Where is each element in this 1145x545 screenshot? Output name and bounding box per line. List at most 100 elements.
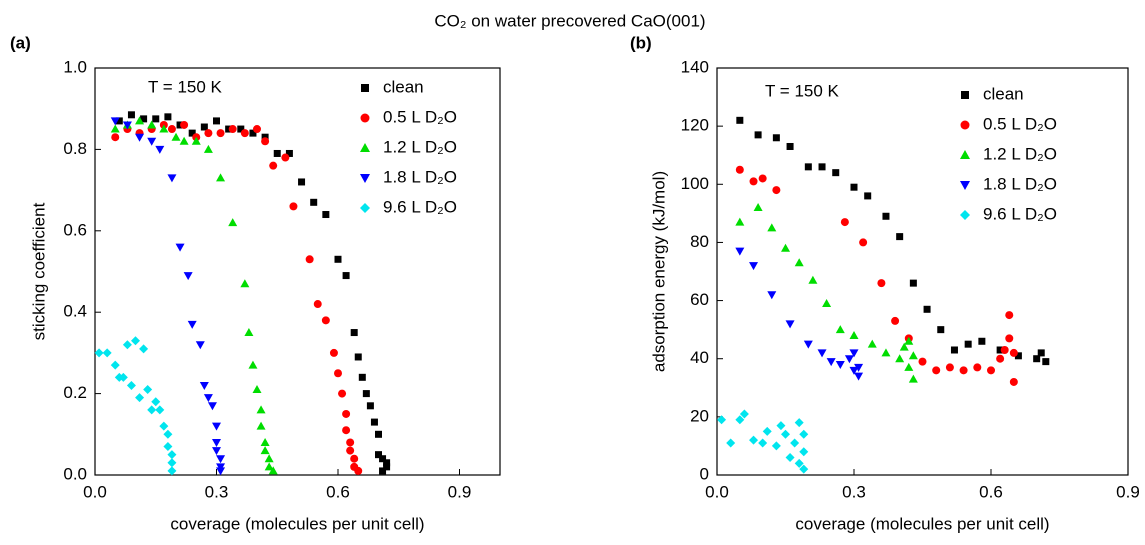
data-point xyxy=(155,405,165,415)
data-point xyxy=(908,374,918,383)
data-point xyxy=(973,363,982,372)
legend-marker xyxy=(360,174,370,183)
data-point xyxy=(799,429,809,439)
data-point xyxy=(127,111,135,119)
data-point xyxy=(167,125,176,134)
legend-marker xyxy=(360,143,370,152)
data-point xyxy=(772,186,781,195)
data-point xyxy=(321,316,330,325)
legend-marker xyxy=(360,113,370,123)
legend-label: clean xyxy=(983,84,1024,103)
data-point xyxy=(959,366,968,375)
data-point xyxy=(256,421,266,430)
panel-label: (b) xyxy=(630,33,652,52)
legend-marker xyxy=(960,210,970,220)
data-point xyxy=(362,390,370,398)
data-point xyxy=(110,117,120,126)
data-point xyxy=(216,173,226,182)
data-point xyxy=(923,305,931,313)
data-point xyxy=(849,330,859,339)
data-point xyxy=(240,129,249,138)
data-point xyxy=(122,340,132,350)
x-tick-label: 0.9 xyxy=(448,482,472,501)
y-tick-label: 0.8 xyxy=(63,139,87,158)
data-point xyxy=(771,441,781,451)
data-point xyxy=(269,161,278,170)
data-point xyxy=(749,435,759,445)
data-point xyxy=(908,351,918,360)
y-tick-label: 140 xyxy=(681,57,709,76)
data-point xyxy=(216,129,225,138)
data-point xyxy=(135,393,145,403)
data-point xyxy=(726,438,736,448)
y-tick-label: 60 xyxy=(690,290,709,309)
legend-label: 1.8 L D₂O xyxy=(983,174,1057,193)
y-tick-label: 120 xyxy=(681,116,709,135)
data-point xyxy=(212,422,221,431)
data-point xyxy=(735,217,745,226)
data-point xyxy=(305,255,314,264)
data-point xyxy=(758,438,768,448)
data-point xyxy=(736,116,744,124)
y-tick-label: 80 xyxy=(690,232,709,251)
data-point xyxy=(945,363,954,372)
data-point xyxy=(195,341,205,350)
y-axis-label: sticking coefficient xyxy=(29,202,48,340)
data-point xyxy=(228,125,237,134)
data-point xyxy=(818,163,826,171)
y-tick-label: 0 xyxy=(700,464,709,483)
data-point xyxy=(794,458,804,468)
data-point xyxy=(176,121,184,129)
data-point xyxy=(844,355,854,364)
data-point xyxy=(803,340,813,349)
data-point xyxy=(329,348,338,357)
y-tick-label: 0.0 xyxy=(63,464,87,483)
data-point xyxy=(964,340,972,348)
data-point xyxy=(758,174,767,183)
data-point xyxy=(904,336,914,345)
data-point xyxy=(895,354,905,363)
data-point xyxy=(1005,334,1014,343)
data-point xyxy=(240,279,250,288)
data-point xyxy=(110,360,120,370)
data-point xyxy=(200,123,208,131)
legend-label: 9.6 L D₂O xyxy=(983,204,1057,223)
x-tick-label: 0.3 xyxy=(842,482,866,501)
data-point xyxy=(832,169,840,177)
legend-marker xyxy=(960,150,970,159)
data-point xyxy=(891,316,900,325)
data-point xyxy=(155,145,165,154)
data-point xyxy=(207,402,217,411)
data-point xyxy=(102,348,112,358)
data-point xyxy=(918,357,927,366)
data-point xyxy=(261,137,270,146)
data-point xyxy=(135,116,145,125)
legend-marker xyxy=(960,181,970,190)
data-point xyxy=(140,115,148,123)
data-point xyxy=(115,117,123,125)
data-point xyxy=(273,149,281,157)
data-point xyxy=(310,198,318,206)
data-point xyxy=(786,142,794,150)
data-point xyxy=(739,409,749,419)
data-point xyxy=(256,405,266,414)
legend-label: 0.5 L D₂O xyxy=(983,114,1057,133)
data-point xyxy=(762,426,772,436)
data-point xyxy=(334,255,342,263)
data-point xyxy=(864,192,872,200)
y-tick-label: 0.6 xyxy=(63,220,87,239)
data-point xyxy=(143,385,153,395)
data-point xyxy=(749,262,759,271)
legend-label: 1.2 L D₂O xyxy=(983,144,1057,163)
data-point xyxy=(835,361,845,370)
data-point xyxy=(338,389,347,398)
plot-frame xyxy=(94,67,501,476)
data-point xyxy=(932,366,941,375)
data-point xyxy=(248,360,258,369)
data-point xyxy=(175,243,185,252)
data-point xyxy=(1009,348,1018,357)
x-axis-label: coverage (molecules per unit cell) xyxy=(795,514,1049,533)
data-point xyxy=(159,124,169,133)
data-point xyxy=(785,453,795,463)
legend-marker xyxy=(361,84,369,92)
